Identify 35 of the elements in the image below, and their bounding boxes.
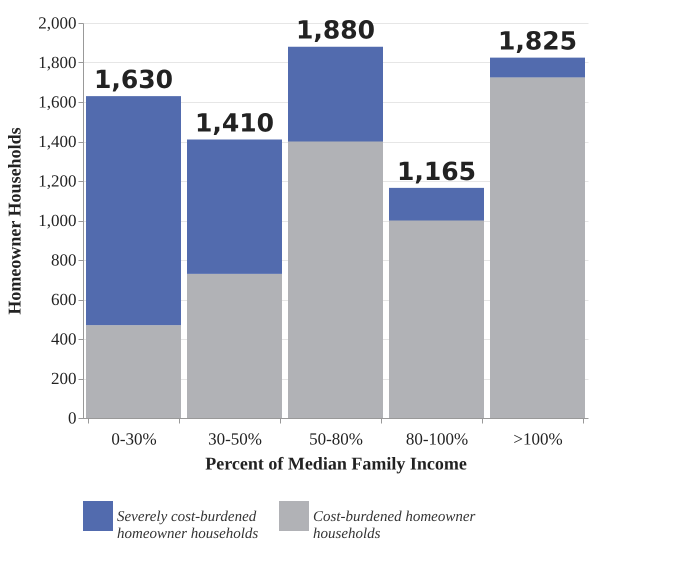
y-tick-label: 1,800	[38, 53, 76, 72]
total-label: 1,825	[498, 26, 578, 56]
bar	[490, 77, 585, 418]
bar	[187, 274, 282, 418]
x-tick-label: >100%	[513, 430, 563, 448]
bar	[187, 140, 282, 274]
bar	[389, 188, 484, 220]
total-label: 1,630	[94, 65, 174, 94]
legend-label: Severely cost-burdened homeowner households	[117, 509, 258, 542]
y-tick-label: 1,400	[38, 132, 76, 151]
bar	[490, 58, 585, 78]
total-label: 1,165	[396, 156, 476, 186]
y-tick-label: 400	[51, 330, 76, 348]
x-tick-label: 30-50%	[208, 430, 262, 448]
y-tick-label: 1,600	[38, 92, 76, 112]
y-tick-label: 0	[68, 408, 76, 428]
y-tick-label: 800	[51, 250, 76, 270]
y-tick-label: 600	[51, 290, 76, 309]
y-tick-label: 200	[51, 369, 76, 388]
bar	[288, 46, 383, 142]
y-tick-label: 1,200	[38, 172, 76, 190]
y-tick-label: 2,000	[38, 14, 76, 32]
y-axis-title: Homeowner Households	[4, 127, 24, 315]
total-label: 1,410	[194, 108, 274, 138]
x-tick-label: 50-80%	[309, 430, 363, 448]
x-axis-title: Percent of Median Family Income	[205, 454, 467, 474]
bar	[288, 142, 383, 418]
bar	[389, 220, 484, 418]
x-tick-label: 80-100%	[406, 430, 468, 448]
total-label: 1,880	[296, 16, 376, 45]
bar	[86, 325, 181, 418]
y-tick-label: 1,000	[38, 211, 76, 230]
x-tick-label: 0-30%	[111, 430, 157, 448]
bar	[86, 96, 181, 326]
legend-label: Cost-burdened homeowner households	[313, 509, 476, 542]
